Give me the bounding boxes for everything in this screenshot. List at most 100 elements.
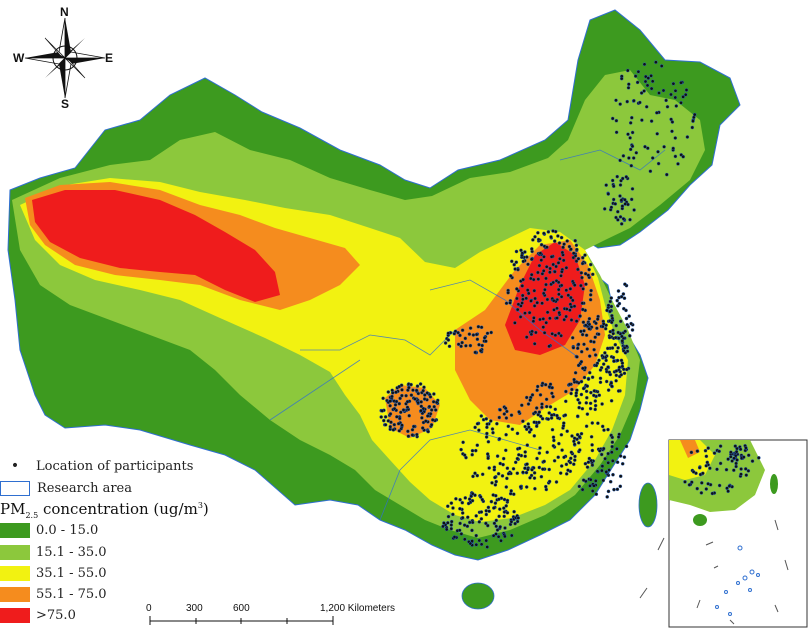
participant-dot xyxy=(586,273,591,278)
participant-dot xyxy=(381,418,386,423)
participant-dot xyxy=(473,471,477,476)
participant-dot xyxy=(575,355,579,359)
participant-dot xyxy=(454,496,458,501)
participant-dot xyxy=(685,135,690,139)
participant-dot xyxy=(618,454,623,458)
participant-dot xyxy=(584,424,589,429)
participant-dot xyxy=(587,354,592,358)
participant-dot xyxy=(587,267,591,272)
participant-dot xyxy=(581,478,586,482)
participant-dot xyxy=(530,467,534,472)
participant-dot xyxy=(691,119,695,123)
participant-dot xyxy=(588,406,593,411)
participant-dot xyxy=(580,261,585,266)
participant-dot xyxy=(717,483,722,488)
participant-dot xyxy=(561,258,566,263)
participant-dot xyxy=(690,125,695,130)
participant-dot xyxy=(615,298,620,303)
participant-dot xyxy=(588,262,593,267)
participant-dot xyxy=(479,542,484,547)
participant-dot xyxy=(549,254,554,259)
participant-dot xyxy=(478,348,483,353)
participant-dot xyxy=(697,465,702,470)
participant-dot xyxy=(691,470,696,474)
participant-dot xyxy=(598,380,603,385)
participant-dot xyxy=(548,382,553,387)
participant-dot xyxy=(516,516,521,520)
participant-dot xyxy=(626,68,630,73)
participant-dot xyxy=(422,393,427,397)
participant-dot xyxy=(583,271,588,276)
participant-dot xyxy=(605,495,610,499)
participant-dot xyxy=(603,351,607,355)
participant-dot xyxy=(627,156,631,160)
participant-dot xyxy=(618,102,623,106)
participant-dot xyxy=(578,314,582,318)
participant-dot xyxy=(510,427,515,432)
participant-dot xyxy=(646,76,651,80)
participant-dot xyxy=(565,429,570,434)
participant-dot xyxy=(419,408,423,413)
participant-dot xyxy=(679,101,683,105)
participant-dot xyxy=(726,457,730,461)
participant-dot xyxy=(608,329,613,334)
participant-dot xyxy=(525,288,530,292)
participant-dot xyxy=(577,401,582,405)
participant-dot xyxy=(573,238,578,243)
participant-dot xyxy=(621,154,626,158)
participant-dot xyxy=(526,291,531,296)
participant-dot xyxy=(494,524,499,529)
participant-dot xyxy=(611,197,616,202)
participant-dot xyxy=(592,393,596,398)
legend-research-area-row: Research area xyxy=(0,479,132,497)
legend-class-label: 55.1 - 75.0 xyxy=(36,586,107,602)
participant-dot xyxy=(542,231,546,236)
participant-dot xyxy=(742,455,746,459)
participant-dot xyxy=(497,497,501,502)
participant-dot xyxy=(576,440,581,445)
participant-dot xyxy=(581,320,586,325)
participant-dot xyxy=(569,247,573,251)
participant-dot xyxy=(646,146,650,150)
participant-dot xyxy=(544,397,549,402)
participant-dot xyxy=(558,256,562,261)
participant-dot xyxy=(585,412,590,416)
participant-dot xyxy=(504,301,509,306)
participant-dot xyxy=(550,427,555,432)
participant-dot xyxy=(587,316,592,321)
participant-dot xyxy=(610,444,614,449)
hainan-island xyxy=(461,582,495,610)
participant-dot xyxy=(624,175,629,179)
participant-dot xyxy=(405,399,410,404)
research-area-outline-icon xyxy=(0,480,30,496)
participant-dot xyxy=(559,432,564,437)
participant-dot xyxy=(546,230,551,234)
participant-dot xyxy=(584,401,589,405)
participant-dot xyxy=(571,345,576,350)
participant-dot xyxy=(618,194,622,198)
participant-dot xyxy=(457,528,462,533)
participant-dot xyxy=(619,198,624,202)
participant-dot xyxy=(495,454,500,458)
participant-dot xyxy=(420,416,424,420)
participant-dot xyxy=(567,244,572,249)
participant-dot xyxy=(705,460,710,465)
participant-dot xyxy=(657,91,661,95)
participant-dot xyxy=(739,467,743,471)
participant-dot xyxy=(607,335,612,340)
participant-dot xyxy=(593,403,598,408)
participant-dot xyxy=(650,79,655,84)
participant-dot xyxy=(482,335,487,340)
participant-dot xyxy=(730,459,734,463)
participant-dot xyxy=(581,386,586,391)
legend-class-label: 0.0 - 15.0 xyxy=(36,522,99,538)
participant-dot xyxy=(526,467,530,472)
participant-dot xyxy=(480,472,485,477)
participant-dot xyxy=(579,283,583,288)
participant-dot xyxy=(443,341,448,345)
participant-dot xyxy=(463,496,468,500)
participant-dot xyxy=(529,257,534,262)
participant-dot xyxy=(743,467,748,471)
participant-dot xyxy=(525,255,529,259)
